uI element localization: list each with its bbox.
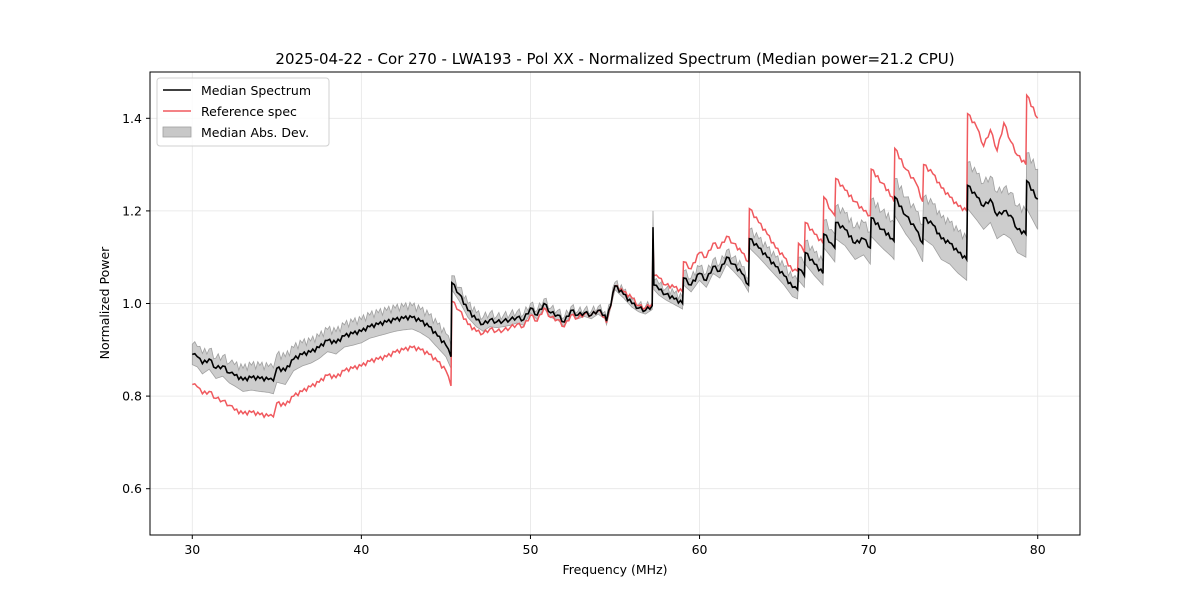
x-axis: 30 40 50 60 70 80 — [184, 535, 1046, 557]
y-tick-label: 1.2 — [122, 203, 142, 218]
chart-title: 2025-04-22 - Cor 270 - LWA193 - Pol XX -… — [275, 50, 954, 68]
x-tick-label: 30 — [184, 542, 200, 557]
y-tick-label: 0.8 — [122, 389, 142, 404]
median-spectrum-line — [192, 179, 1039, 383]
y-axis: 0.6 0.8 1.0 1.2 1.4 — [122, 111, 150, 496]
legend-mad-label: Median Abs. Dev. — [201, 125, 309, 140]
x-tick-label: 60 — [692, 542, 708, 557]
x-tick-label: 70 — [861, 542, 877, 557]
y-tick-label: 1.4 — [122, 111, 142, 126]
legend: Median Spectrum Reference spec Median Ab… — [156, 77, 330, 147]
y-tick-label: 0.6 — [122, 481, 142, 496]
median-abs-dev-band — [191, 152, 1039, 395]
legend-frame — [156, 77, 330, 147]
legend-median-label: Median Spectrum — [201, 83, 311, 98]
x-tick-label: 50 — [523, 542, 539, 557]
x-tick-label: 40 — [353, 542, 369, 557]
y-tick-label: 1.0 — [122, 296, 142, 311]
y-axis-label: Normalized Power — [97, 246, 112, 360]
x-axis-label: Frequency (MHz) — [562, 562, 667, 577]
reference-spec-line — [192, 93, 1039, 419]
legend-mad-swatch — [162, 126, 192, 138]
legend-reference-label: Reference spec — [201, 104, 297, 119]
x-tick-label: 80 — [1030, 542, 1046, 557]
